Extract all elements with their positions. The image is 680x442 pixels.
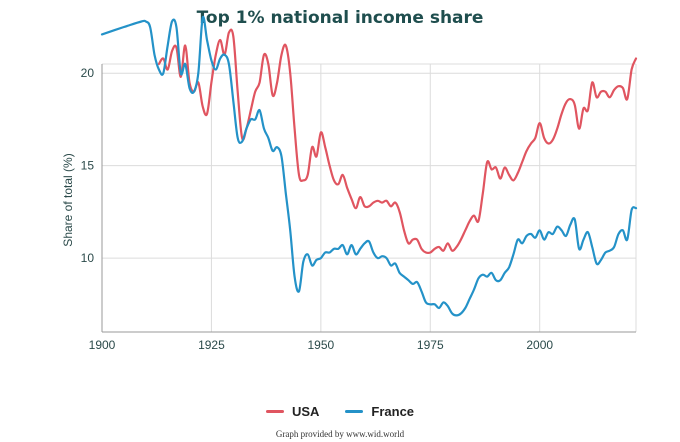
legend-item-france[interactable]: France [345, 404, 414, 419]
series-lines [100, 15, 638, 317]
grid-lines [101, 63, 637, 332]
legend-label-usa: USA [291, 404, 320, 419]
series-line-france [100, 15, 638, 317]
credit-text: Graph provided by www.wid.world [275, 429, 405, 439]
x-tick-label-2000: 2000 [526, 338, 553, 352]
legend-item-usa[interactable]: USA [265, 404, 320, 419]
y-tick-label-15: 15 [81, 159, 95, 173]
legend: USA France [0, 404, 680, 419]
legend-label-france: France [371, 404, 415, 419]
tick-labels: 1900 1925 1950 1975 2000 10 15 20 [81, 66, 554, 352]
y-tick-label-10: 10 [81, 251, 95, 265]
x-tick-label-1925: 1925 [198, 338, 225, 352]
series-line-usa [157, 28, 638, 255]
x-tick-label-1950: 1950 [308, 338, 335, 352]
y-tick-label-20: 20 [81, 66, 95, 80]
chart-title: Top 1% national income share [196, 8, 484, 28]
x-tick-label-1975: 1975 [417, 338, 444, 352]
x-tick-label-1900: 1900 [89, 338, 116, 352]
y-axis-label: Share of total (%) [61, 153, 75, 246]
legend-swatch-usa [265, 410, 284, 413]
legend-swatch-france [345, 410, 364, 413]
axes [101, 64, 636, 333]
